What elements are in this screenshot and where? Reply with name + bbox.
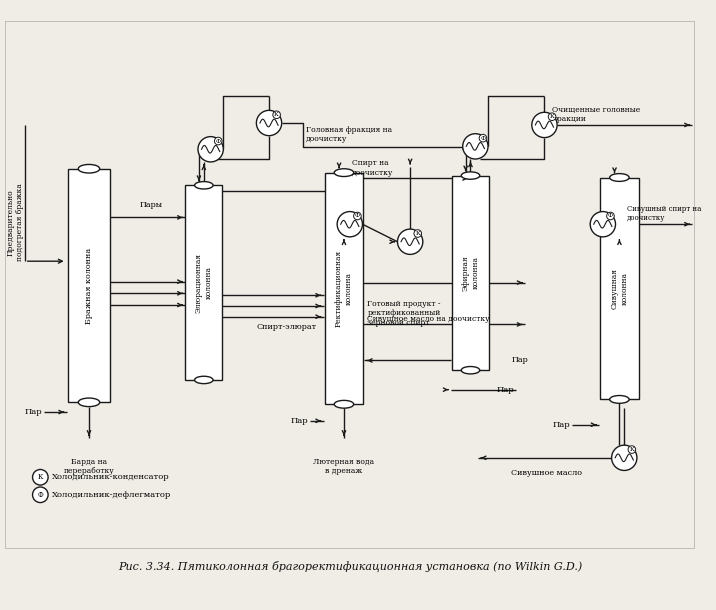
Circle shape <box>479 134 487 142</box>
Ellipse shape <box>334 169 354 176</box>
Text: Пары: Пары <box>140 201 163 209</box>
Circle shape <box>463 134 488 159</box>
Bar <box>67 169 110 403</box>
Text: Спирт-элюрат: Спирт-элюрат <box>256 323 316 331</box>
Text: Эфирная
колонна: Эфирная колонна <box>462 255 480 291</box>
Text: Пар: Пар <box>497 386 514 393</box>
Text: Бражная колонна: Бражная колонна <box>85 248 93 323</box>
Circle shape <box>273 111 281 118</box>
Circle shape <box>397 229 423 254</box>
Text: Ф: Ф <box>37 491 43 499</box>
Circle shape <box>256 110 281 135</box>
Text: К: К <box>629 447 634 452</box>
Bar <box>185 185 222 380</box>
Bar <box>600 178 639 400</box>
Text: Пар: Пар <box>511 356 528 365</box>
Text: Ректификационная
колонна: Ректификационная колонна <box>335 250 353 327</box>
Text: Спирт на
доочистку: Спирт на доочистку <box>352 159 393 176</box>
Ellipse shape <box>78 165 100 173</box>
Circle shape <box>214 137 222 145</box>
Circle shape <box>611 445 637 470</box>
Circle shape <box>354 212 361 220</box>
Ellipse shape <box>195 376 213 384</box>
Text: Головная фракция на
доочистку: Головная фракция на доочистку <box>306 126 392 143</box>
Circle shape <box>532 112 557 138</box>
Ellipse shape <box>78 398 100 407</box>
Circle shape <box>628 446 636 453</box>
Ellipse shape <box>609 174 629 181</box>
Circle shape <box>32 487 48 503</box>
Text: Сивушное масло на доочистку: Сивушное масло на доочистку <box>367 315 490 323</box>
Text: Рис. 3.34. Пятиколонная брагоректификационная установка (по Wilkin G.D.): Рис. 3.34. Пятиколонная брагоректификаци… <box>117 561 582 572</box>
Ellipse shape <box>609 395 629 403</box>
Circle shape <box>32 470 48 485</box>
Circle shape <box>548 113 556 121</box>
Text: Холодильник-конденсатор: Холодильник-конденсатор <box>52 473 170 481</box>
Circle shape <box>606 212 614 220</box>
Text: К: К <box>550 114 554 119</box>
Text: Сивушное масло: Сивушное масло <box>511 470 582 478</box>
Text: Ф: Ф <box>608 214 613 218</box>
Ellipse shape <box>334 400 354 408</box>
Circle shape <box>590 212 616 237</box>
Text: Ф: Ф <box>355 214 360 218</box>
Text: К: К <box>38 473 43 481</box>
Text: Пар: Пар <box>290 417 308 425</box>
Text: Ф: Ф <box>216 138 221 143</box>
Text: Готовый продукт -
ректификованный
зерновой спирт: Готовый продукт - ректификованный зернов… <box>367 300 441 326</box>
Ellipse shape <box>461 172 480 179</box>
Text: Сивушная
колонна: Сивушная колонна <box>611 268 629 309</box>
Text: Предварительно
подогретая бражка: Предварительно подогретая бражка <box>6 184 24 261</box>
Text: Пар: Пар <box>24 408 42 416</box>
Ellipse shape <box>461 367 480 374</box>
Text: К: К <box>415 231 420 236</box>
Text: Сивушный спирт на
доочистку: Сивушный спирт на доочистку <box>627 205 702 222</box>
Circle shape <box>337 212 362 237</box>
Text: Холодильник-дефлегматор: Холодильник-дефлегматор <box>52 491 171 499</box>
Text: К: К <box>274 112 279 117</box>
Text: Пар: Пар <box>552 421 570 429</box>
Circle shape <box>198 137 223 162</box>
Text: Ф: Ф <box>480 135 485 141</box>
Text: Барда на
переработку: Барда на переработку <box>64 458 115 475</box>
Bar <box>5 21 695 548</box>
Bar <box>324 173 364 404</box>
Text: Элюрационная
колонна: Элюрационная колонна <box>195 253 213 312</box>
Ellipse shape <box>195 182 213 189</box>
Bar <box>452 176 489 370</box>
Circle shape <box>414 230 422 237</box>
Text: Очищенные головные
фракции: Очищенные головные фракции <box>552 106 641 123</box>
Text: Лютерная вода
в дренаж: Лютерная вода в дренаж <box>314 458 374 475</box>
